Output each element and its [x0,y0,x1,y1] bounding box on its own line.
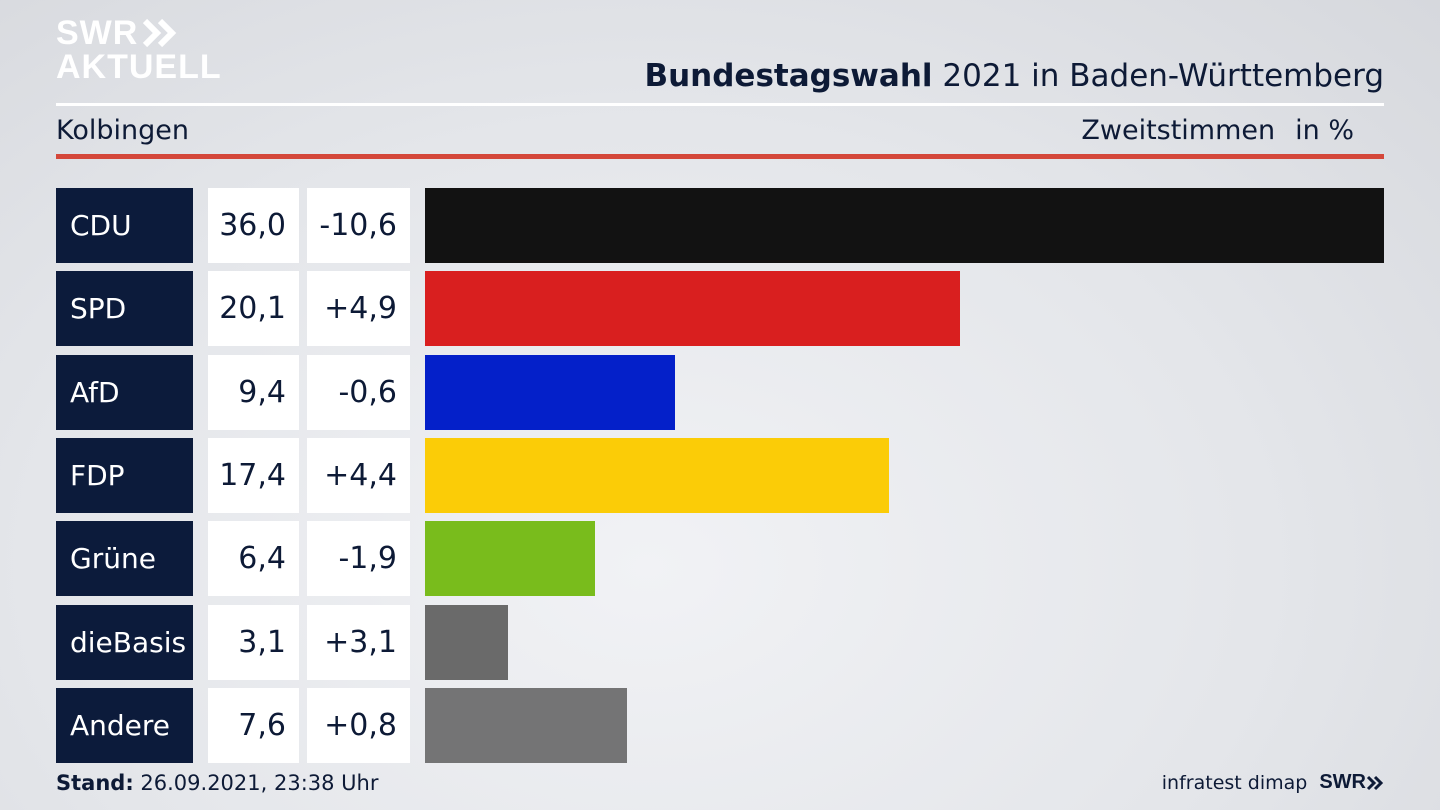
unit-label: in % [1295,115,1354,146]
title-bold: Bundestagswahl [644,58,933,94]
value-label-gr-ne: 6,4 [208,521,299,596]
header-divider [56,154,1384,159]
bar-spd [425,271,960,346]
diff-label-spd: +4,9 [307,271,410,346]
double-chevron-icon [1366,775,1384,790]
value-label-cdu: 36,0 [208,188,299,263]
party-label-andere: Andere [56,688,193,763]
logo-line2: AKTUELL [56,48,222,86]
value-label-afd: 9,4 [208,355,299,430]
party-label-gr-ne: Grüne [56,521,193,596]
chart-title: Bundestagswahl 2021 in Baden-Württemberg [644,58,1384,94]
footer-source: infratest dimap SWR [1162,771,1384,794]
double-chevron-icon [143,18,177,48]
metric-label: Zweitstimmen in % [1081,115,1354,146]
diff-label-cdu: -10,6 [307,188,410,263]
bar-diebasis [425,605,508,680]
swr-footer-logo: SWR [1319,771,1384,794]
diff-label-andere: +0,8 [307,688,410,763]
bar-andere [425,688,627,763]
diff-label-diebasis: +3,1 [307,605,410,680]
party-label-diebasis: dieBasis [56,605,193,680]
stand-label: Stand: [56,771,134,795]
party-label-afd: AfD [56,355,193,430]
bar-afd [425,355,675,430]
bar-gr-ne [425,521,595,596]
location-label: Kolbingen [56,115,189,146]
value-label-fdp: 17,4 [208,438,299,513]
bar-cdu [425,188,1384,263]
value-label-spd: 20,1 [208,271,299,346]
value-label-andere: 7,6 [208,688,299,763]
title-divider [56,103,1384,106]
party-label-cdu: CDU [56,188,193,263]
value-label-diebasis: 3,1 [208,605,299,680]
diff-label-gr-ne: -1,9 [307,521,410,596]
bar-fdp [425,438,889,513]
party-label-fdp: FDP [56,438,193,513]
logo-line1: SWR [56,14,139,52]
timestamp: Stand: 26.09.2021, 23:38 Uhr [56,771,379,795]
party-label-spd: SPD [56,271,193,346]
source-label: infratest dimap [1161,771,1308,794]
swr-aktuell-logo: SWR AKTUELL [56,16,222,84]
title-rest: 2021 in Baden-Württemberg [932,58,1384,94]
diff-label-fdp: +4,4 [307,438,410,513]
stand-value: 26.09.2021, 23:38 Uhr [133,771,379,795]
diff-label-afd: -0,6 [307,355,410,430]
swr-footer-text: SWR [1319,771,1366,793]
metric-name: Zweitstimmen [1081,115,1276,146]
